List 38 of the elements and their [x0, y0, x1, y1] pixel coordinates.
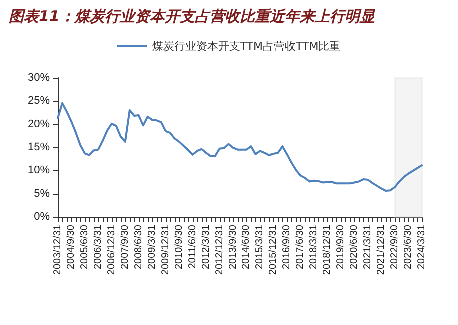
y-tick-label: 15% — [28, 142, 50, 154]
y-tick-label: 0% — [34, 211, 50, 223]
x-tick-label: 2015/12/31 — [268, 224, 280, 276]
x-tick-label: 2014/6/30 — [241, 224, 252, 270]
chart-title: 图表11：煤炭行业资本开支占营收比重近年来上行明显 — [9, 8, 376, 26]
y-tick-label: 5% — [34, 188, 50, 200]
x-tick-label: 2022/9/30 — [390, 224, 401, 270]
y-tick-label: 30% — [28, 72, 50, 84]
x-tick-label: 2018/12/31 — [322, 224, 334, 276]
x-tick-label: 2023/6/30 — [403, 224, 414, 270]
x-tick-label: 2012/12/31 — [214, 224, 226, 276]
y-tick-label: 10% — [28, 164, 50, 177]
y-tick-label: 20% — [28, 118, 50, 130]
x-tick-label: 2018/3/31 — [308, 224, 320, 270]
x-tick-label: 2010/9/30 — [174, 224, 185, 270]
x-tick-label: 2006/12/31 — [106, 224, 118, 276]
y-tick-label: 25% — [28, 95, 50, 108]
x-tick-label: 2005/6/30 — [79, 224, 90, 270]
x-tick-label: 2007/9/30 — [120, 224, 131, 270]
legend-label: 煤炭行业资本开支TTM占营收TTM比重 — [152, 40, 341, 53]
x-tick-label: 2004/9/30 — [66, 224, 77, 270]
x-tick-label: 2021/3/31 — [362, 224, 374, 270]
x-tick-label: 2019/9/30 — [336, 224, 347, 270]
x-tick-label: 2024/3/31 — [416, 224, 428, 270]
x-tick-label: 2016/9/30 — [282, 224, 293, 270]
x-tick-label: 2003/12/31 — [52, 224, 64, 276]
x-tick-label: 2012/3/31 — [200, 224, 212, 270]
x-tick-label: 2009/3/31 — [146, 224, 158, 270]
x-tick-label: 2009/12/31 — [160, 224, 172, 276]
x-tick-label: 2008/6/30 — [133, 224, 144, 270]
x-tick-label: 2015/3/31 — [254, 224, 266, 270]
x-tick-label: 2013/9/30 — [228, 224, 239, 270]
x-tick-label: 2020/6/30 — [349, 224, 360, 270]
x-tick-label: 2011/6/30 — [187, 224, 198, 269]
x-tick-label: 2017/6/30 — [295, 224, 306, 270]
line-series — [57, 102, 423, 192]
x-tick-label: 2006/3/31 — [92, 224, 104, 270]
x-tick-label: 2021/12/31 — [376, 224, 388, 276]
